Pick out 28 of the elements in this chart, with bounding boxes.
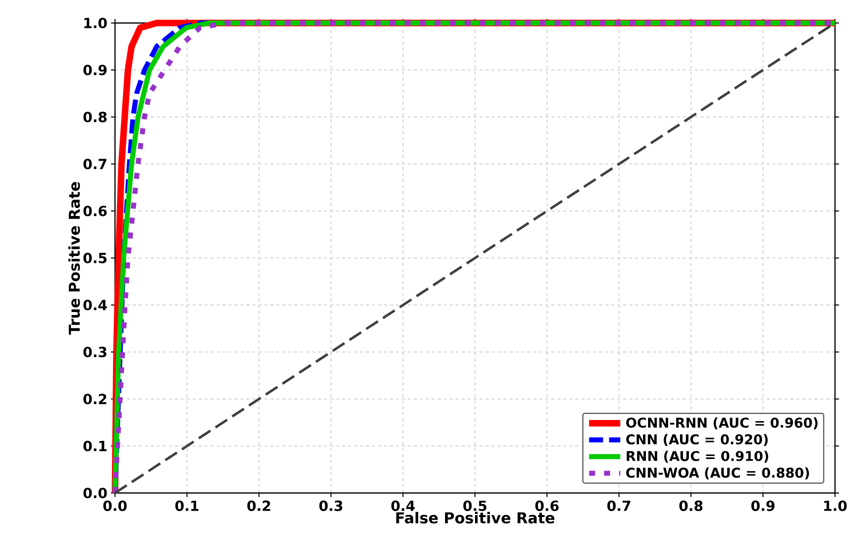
x-tick-label: 0.0 bbox=[103, 500, 127, 512]
legend-label: CNN-WOA (AUC = 0.880) bbox=[626, 467, 809, 480]
y-tick-label: 0.0 bbox=[83, 488, 107, 498]
x-tick-label: 0.1 bbox=[175, 500, 198, 512]
y-tick-label: 0.7 bbox=[83, 158, 106, 170]
y-tick-label: 1.0 bbox=[84, 18, 107, 28]
y-tick-label: 0.4 bbox=[83, 300, 107, 310]
legend-label: RNN (AUC = 0.910) bbox=[626, 450, 768, 463]
y-tick-label: 0.5 bbox=[83, 252, 107, 264]
x-tick-label: 0.7 bbox=[607, 500, 630, 512]
y-tick-label: 0.6 bbox=[83, 206, 107, 216]
x-tick-label: 0.6 bbox=[535, 500, 559, 512]
x-axis-title: False Positive Rate bbox=[396, 512, 554, 524]
x-tick-label: 0.5 bbox=[463, 500, 486, 512]
legend-label: OCNN-RNN (AUC = 0.960) bbox=[626, 417, 818, 430]
x-tick-label: 0.4 bbox=[391, 500, 415, 512]
x-tick-label: 1.0 bbox=[824, 500, 847, 512]
y-tick-label: 0.3 bbox=[83, 346, 106, 358]
y-tick-label: 0.1 bbox=[83, 440, 107, 452]
x-tick-label: 0.2 bbox=[247, 500, 270, 512]
y-tick-label: 0.9 bbox=[83, 64, 107, 76]
x-tick-label: 0.9 bbox=[751, 500, 774, 512]
y-tick-label: 0.2 bbox=[83, 394, 106, 404]
x-tick-label: 0.8 bbox=[679, 500, 703, 512]
legend-label: CNN (AUC = 0.920) bbox=[626, 434, 768, 446]
y-tick-label: 0.8 bbox=[83, 112, 107, 122]
y-axis-title: True Positive Rate bbox=[68, 182, 80, 335]
x-tick-label: 0.3 bbox=[319, 500, 342, 512]
